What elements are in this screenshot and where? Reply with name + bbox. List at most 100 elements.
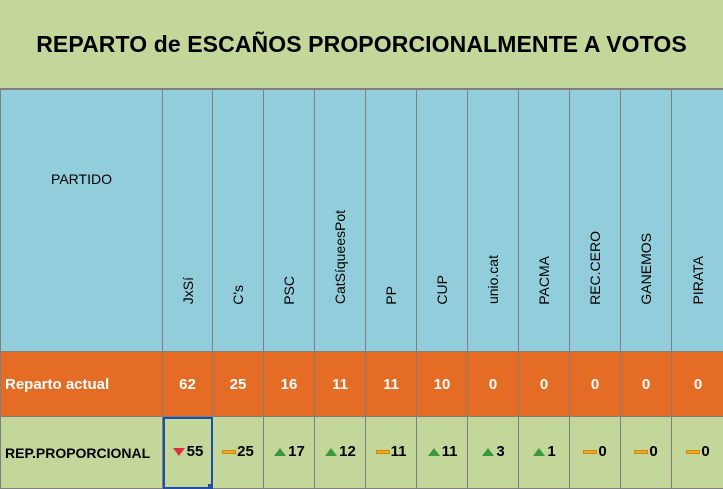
party-header-4[interactable]: PP xyxy=(366,90,417,352)
party-name-wrap: GANEMOS xyxy=(621,131,671,311)
actual-seats-value: 11 xyxy=(332,376,348,393)
party-name: PACMA xyxy=(536,256,552,305)
actual-seats-value: 0 xyxy=(540,376,548,393)
proportional-value-group: 12 xyxy=(324,443,356,460)
proportional-value-group: 11 xyxy=(427,443,458,460)
proportional-seats-value: 17 xyxy=(288,443,305,460)
proportional-seats-cell[interactable]: 3 xyxy=(468,417,519,489)
trend-down-icon xyxy=(172,447,186,457)
party-header-2[interactable]: PSC xyxy=(264,90,315,352)
party-header-9[interactable]: GANEMOS xyxy=(621,90,672,352)
actual-seats-cell[interactable]: 0 xyxy=(672,352,723,417)
party-name-wrap: REC.CERO xyxy=(570,131,620,311)
party-name-wrap: PSC xyxy=(264,131,314,311)
proportional-value-group: 3 xyxy=(481,443,504,460)
party-name: PIRATA xyxy=(690,256,706,305)
party-header-5[interactable]: CUP xyxy=(417,90,468,352)
actual-seats-cell[interactable]: 62 xyxy=(163,352,213,417)
party-name-wrap: CUP xyxy=(417,131,467,311)
proportional-value-group: 0 xyxy=(634,443,657,460)
actual-seats-cell[interactable]: 11 xyxy=(366,352,417,417)
header-row: PARTIDO JxSí C's PSC CatSíqueesPot PP CUP unio… xyxy=(1,90,723,352)
actual-seats-value: 0 xyxy=(642,376,650,393)
actual-seats-value: 0 xyxy=(591,376,599,393)
proportional-row-label: REP.PROPORCIONAL xyxy=(5,445,150,461)
party-header-6[interactable]: unio.cat xyxy=(468,90,519,352)
proportional-value-group: 1 xyxy=(532,443,555,460)
party-header-cell[interactable]: PARTIDO xyxy=(1,90,163,352)
party-header-0[interactable]: JxSí xyxy=(163,90,213,352)
proportional-row: REP.PROPORCIONAL 55 25 17 12 11 11 3 1 0 0 0 xyxy=(1,417,723,489)
proportional-seats-cell[interactable]: 11 xyxy=(366,417,417,489)
proportional-seats-value: 55 xyxy=(187,443,204,460)
actual-seats-cell[interactable]: 25 xyxy=(213,352,264,417)
party-name: CatSíqueesPot xyxy=(332,210,348,304)
party-name-wrap: C's xyxy=(213,131,263,311)
proportional-seats-value: 0 xyxy=(701,443,709,460)
proportional-seats-value: 3 xyxy=(496,443,504,460)
proportional-seats-value: 0 xyxy=(649,443,657,460)
proportional-value-group: 0 xyxy=(583,443,606,460)
party-name-wrap: PACMA xyxy=(519,131,569,311)
party-header-7[interactable]: PACMA xyxy=(519,90,570,352)
party-header-label: PARTIDO xyxy=(51,171,112,187)
party-name: PSC xyxy=(281,276,297,305)
actual-row-label-cell[interactable]: Reparto actual xyxy=(1,352,163,417)
proportional-seats-value: 1 xyxy=(547,443,555,460)
trend-equal-icon xyxy=(583,447,597,457)
proportional-value-group: 25 xyxy=(222,443,254,460)
proportional-value-group: 11 xyxy=(376,443,407,460)
party-header-3[interactable]: CatSíqueesPot xyxy=(315,90,366,352)
actual-seats-cell[interactable]: 0 xyxy=(570,352,621,417)
party-header-10[interactable]: PIRATA xyxy=(672,90,723,352)
proportional-seats-cell[interactable]: 0 xyxy=(570,417,621,489)
actual-seats-value: 62 xyxy=(179,376,196,393)
actual-seats-cell[interactable]: 0 xyxy=(468,352,519,417)
proportional-seats-cell[interactable]: 11 xyxy=(417,417,468,489)
party-name: CUP xyxy=(434,275,450,305)
proportional-row-label-cell[interactable]: REP.PROPORCIONAL xyxy=(1,417,163,489)
proportional-seats-cell[interactable]: 25 xyxy=(213,417,264,489)
trend-equal-icon xyxy=(634,447,648,457)
actual-seats-value: 16 xyxy=(281,376,298,393)
proportional-seats-value: 0 xyxy=(598,443,606,460)
actual-seats-value: 0 xyxy=(489,376,497,393)
actual-seats-value: 25 xyxy=(230,376,247,393)
party-name-wrap: unio.cat xyxy=(468,131,518,311)
spreadsheet: REPARTO de ESCAÑOS PROPORCIONALMENTE A V… xyxy=(0,0,723,406)
trend-equal-icon xyxy=(686,447,700,457)
party-name: PP xyxy=(383,286,399,305)
proportional-seats-value: 25 xyxy=(237,443,254,460)
actual-seats-cell[interactable]: 0 xyxy=(621,352,672,417)
party-name-wrap: PP xyxy=(366,131,416,311)
party-name: C's xyxy=(230,285,246,305)
party-name: REC.CERO xyxy=(587,231,603,305)
actual-seats-value: 10 xyxy=(434,376,451,393)
proportional-seats-cell[interactable]: 1 xyxy=(519,417,570,489)
actual-seats-cell[interactable]: 10 xyxy=(417,352,468,417)
party-header-8[interactable]: REC.CERO xyxy=(570,90,621,352)
actual-seats-value: 11 xyxy=(383,376,399,393)
proportional-value-group: 55 xyxy=(172,443,204,460)
actual-row: Reparto actual 62 25 16 11 11 10 0 0 0 0 0 xyxy=(1,352,723,417)
party-header-1[interactable]: C's xyxy=(213,90,264,352)
proportional-seats-value: 12 xyxy=(339,443,356,460)
proportional-seats-cell[interactable]: 12 xyxy=(315,417,366,489)
trend-equal-icon xyxy=(376,447,390,457)
actual-seats-cell[interactable]: 16 xyxy=(264,352,315,417)
actual-row-label: Reparto actual xyxy=(5,376,109,393)
proportional-seats-value: 11 xyxy=(391,443,407,460)
sheet-title: REPARTO de ESCAÑOS PROPORCIONALMENTE A V… xyxy=(36,31,687,58)
actual-seats-cell[interactable]: 11 xyxy=(315,352,366,417)
proportional-seats-cell[interactable]: 17 xyxy=(264,417,315,489)
proportional-seats-cell[interactable]: 55 xyxy=(163,417,213,489)
trend-up-icon xyxy=(324,447,338,457)
title-cell[interactable]: REPARTO de ESCAÑOS PROPORCIONALMENTE A V… xyxy=(0,0,723,89)
actual-seats-value: 0 xyxy=(694,376,702,393)
party-name-wrap: PIRATA xyxy=(672,131,723,311)
proportional-seats-cell[interactable]: 0 xyxy=(672,417,723,489)
party-name: unio.cat xyxy=(485,255,501,304)
proportional-value-group: 17 xyxy=(273,443,305,460)
proportional-seats-cell[interactable]: 0 xyxy=(621,417,672,489)
actual-seats-cell[interactable]: 0 xyxy=(519,352,570,417)
